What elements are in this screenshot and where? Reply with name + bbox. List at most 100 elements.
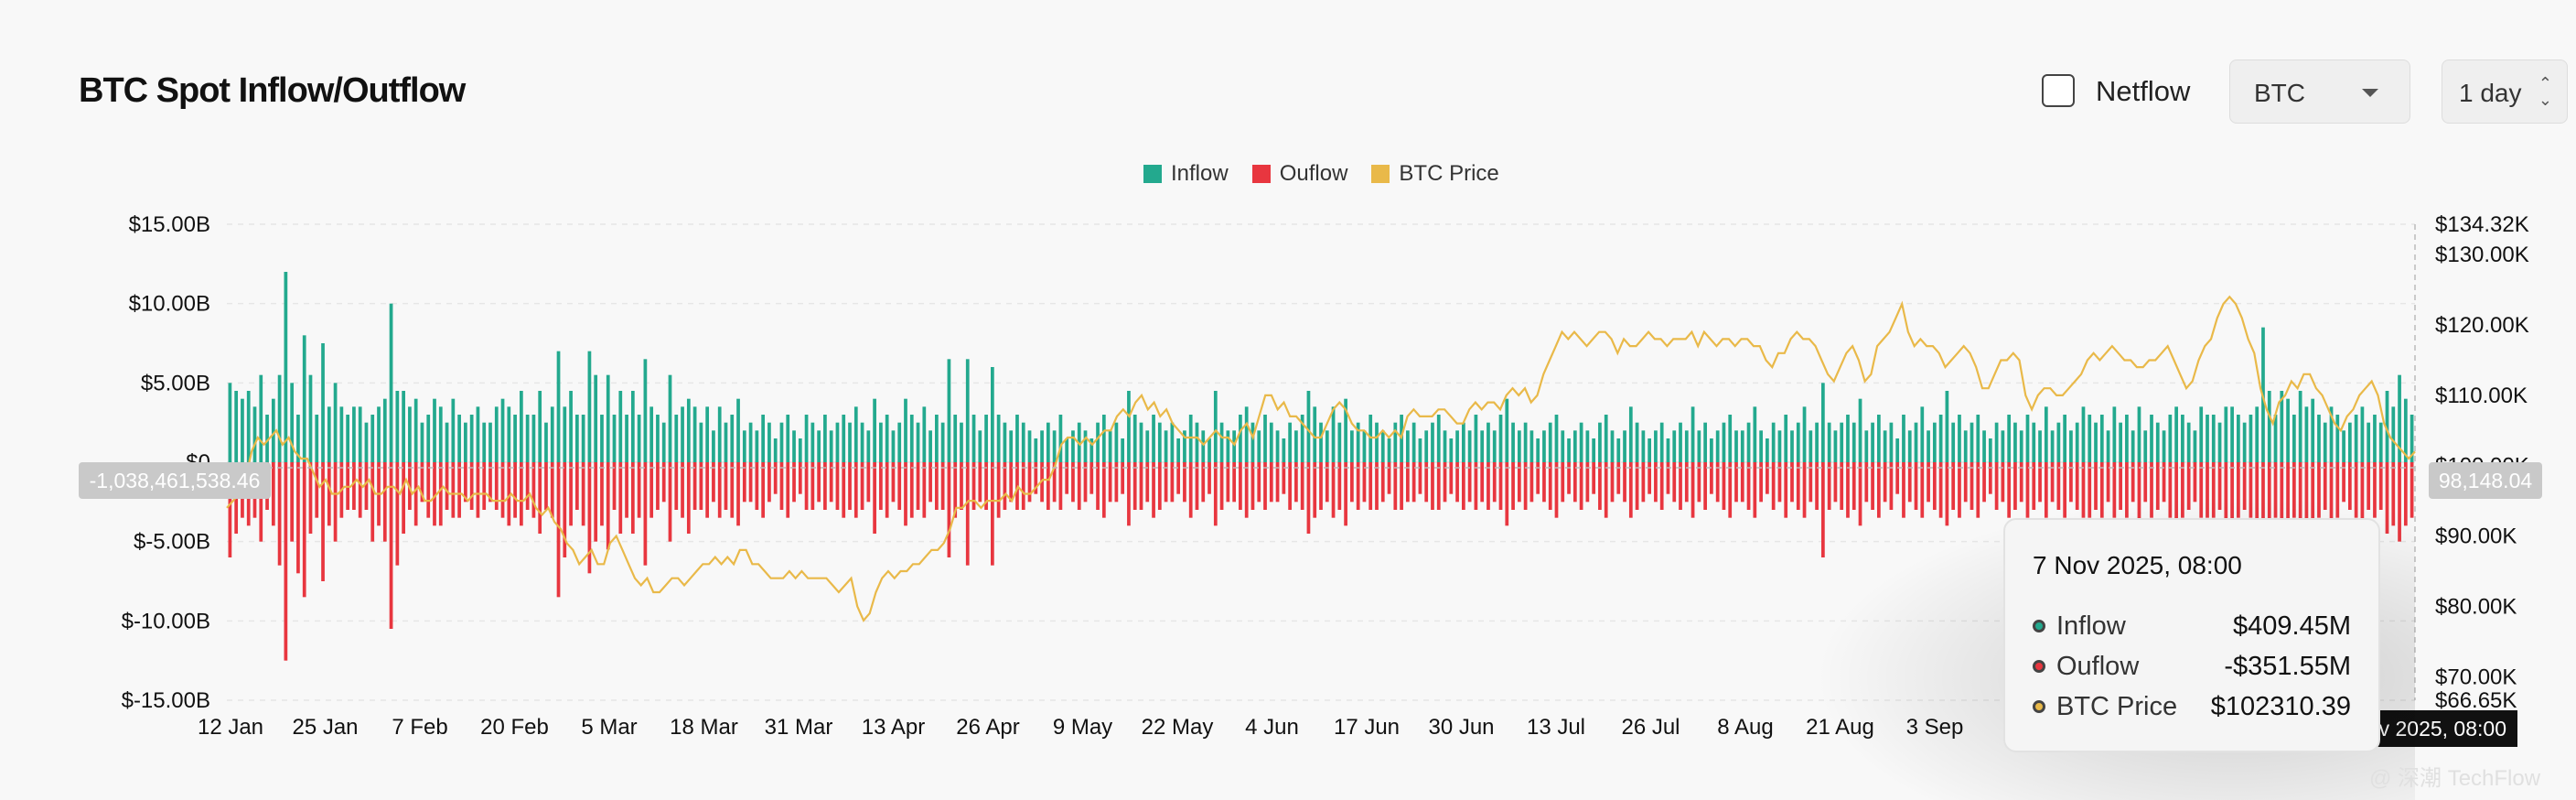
inflow-bar: [848, 422, 852, 462]
legend-item-btc-price[interactable]: BTC Price: [1371, 161, 1499, 187]
inflow-bar: [916, 422, 920, 462]
inflow-bar: [271, 398, 275, 462]
outflow-bar: [786, 462, 790, 518]
outflow-bar: [1077, 462, 1081, 510]
inflow-bar: [476, 406, 480, 462]
inflow-bar: [835, 422, 840, 462]
inflow-bar: [643, 359, 648, 462]
outflow-bar: [2206, 462, 2209, 518]
outflow-bar: [358, 462, 362, 518]
outflow-bar: [1015, 462, 1019, 510]
inflow-bar: [1790, 430, 1794, 462]
inflow-bar: [2088, 415, 2092, 462]
inflow-bar: [1784, 415, 1788, 462]
outflow-bar: [860, 462, 864, 510]
inflow-bar: [1740, 430, 1744, 462]
inflow-bar: [2403, 398, 2408, 462]
inflow-bar: [1659, 422, 1664, 462]
inflow-bar: [1572, 430, 1577, 462]
inflow-bar: [277, 374, 282, 462]
inflow-bar: [2094, 422, 2098, 462]
inflow-bar: [1766, 438, 1769, 462]
outflow-bar: [2230, 462, 2234, 526]
outflow-bar: [1784, 462, 1788, 518]
inflow-bar: [2119, 422, 2122, 462]
outflow-bar: [2298, 462, 2302, 542]
outflow-bar: [1654, 462, 1658, 503]
inflow-bar: [1505, 398, 1509, 462]
inflow-bar: [736, 398, 740, 462]
y-left-tick-label: $-5.00B: [134, 530, 210, 555]
outflow-bar: [364, 462, 369, 510]
inflow-bar: [2298, 391, 2302, 462]
legend-swatch-btc-price: [1371, 165, 1390, 183]
inflow-bar: [2131, 430, 2135, 462]
outflow-bar: [853, 462, 858, 518]
inflow-bar: [1690, 406, 1695, 462]
x-tick-label: 26 Jul: [1621, 715, 1680, 740]
inflow-bar: [1796, 422, 1800, 462]
inflow-bar: [413, 398, 418, 462]
outflow-bar: [2155, 462, 2160, 510]
tooltip-label: BTC Price: [2056, 692, 2178, 721]
outflow-bar: [2112, 462, 2117, 518]
outflow-bar: [1232, 462, 1236, 503]
outflow-bar: [2255, 462, 2259, 526]
x-tick-label: 7 Feb: [392, 715, 447, 740]
outflow-bar: [1263, 462, 1267, 510]
outflow-bar: [1530, 462, 1534, 503]
inflow-bar: [1852, 422, 1856, 462]
inflow-bar: [1083, 430, 1088, 462]
outflow-bar: [1350, 462, 1354, 503]
inflow-bar: [2317, 415, 2321, 462]
x-tick-label: 18 Mar: [670, 715, 738, 740]
y-right-tick-label: $90.00K: [2435, 524, 2517, 549]
inflow-bar: [1009, 430, 1014, 462]
inflow-bar: [717, 406, 722, 462]
legend-item-inflow[interactable]: Inflow: [1143, 161, 1229, 187]
inflow-bar: [940, 422, 945, 462]
legend-item-outflow[interactable]: Ouflow: [1251, 161, 1347, 187]
inflow-bar: [1282, 438, 1286, 462]
inflow-bar: [252, 406, 257, 462]
outflow-bar: [500, 462, 505, 518]
outflow-bar: [1400, 462, 1403, 510]
period-select[interactable]: 1 day ⌃ ⌄: [2442, 59, 2568, 124]
inflow-bar: [1108, 430, 1112, 462]
inflow-bar: [469, 415, 474, 462]
inflow-bar: [581, 415, 585, 462]
asset-select[interactable]: BTC: [2229, 59, 2410, 124]
inflow-bar: [1907, 430, 1912, 462]
outflow-bar: [842, 462, 846, 518]
inflow-bar: [692, 406, 697, 462]
y-right-tick-label: $134.32K: [2435, 212, 2529, 237]
outflow-bar: [1306, 462, 1311, 534]
outflow-bar: [1710, 462, 1713, 494]
outflow-bar: [1920, 462, 1925, 518]
outflow-bar: [2001, 462, 2005, 503]
inflow-bar: [823, 415, 827, 462]
outflow-bar: [1269, 462, 1273, 503]
outflow-bar: [1728, 462, 1733, 518]
inflow-bar: [2038, 430, 2042, 462]
watermark: @ 深潮 TechFlow: [2369, 766, 2541, 791]
outflow-bar: [1927, 462, 1930, 503]
inflow-bar: [1938, 415, 1943, 462]
outflow-bar: [1319, 462, 1323, 510]
inflow-bar: [2280, 391, 2284, 462]
outflow-bar: [1114, 462, 1119, 503]
outflow-bar: [649, 462, 654, 518]
inflow-bar: [1815, 422, 1819, 462]
outflow-bar: [520, 462, 523, 526]
netflow-checkbox[interactable]: [2042, 74, 2075, 107]
outflow-bar: [661, 462, 666, 503]
x-tick-label: 3 Sep: [1906, 715, 1964, 740]
inflow-bar: [2044, 406, 2048, 462]
outflow-bar: [935, 462, 939, 510]
inflow-bar: [1418, 438, 1422, 462]
outflow-bar: [1275, 462, 1280, 503]
inflow-bar: [1337, 422, 1342, 462]
inflow-bar: [1170, 422, 1175, 462]
inflow-bar: [1461, 422, 1465, 462]
